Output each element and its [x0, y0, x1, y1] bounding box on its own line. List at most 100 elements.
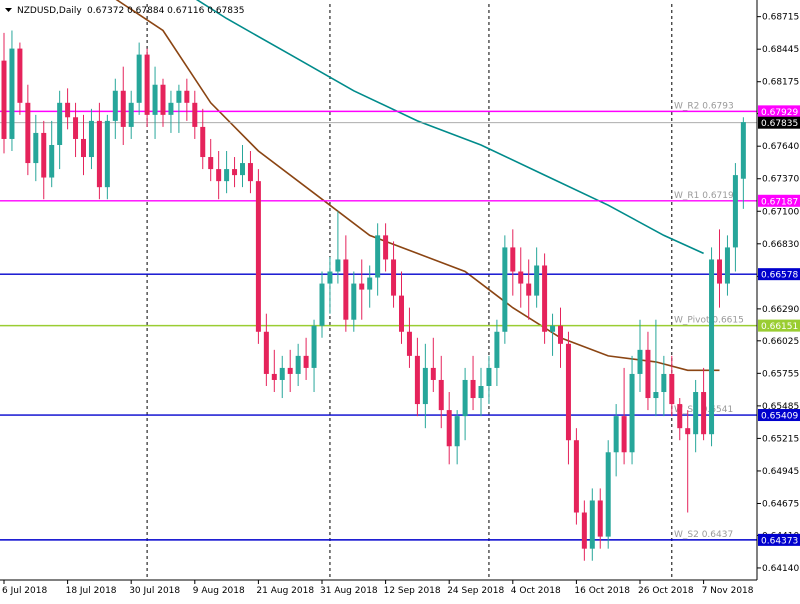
candle-body: [144, 54, 150, 115]
candle-body: [558, 325, 563, 344]
candle-body: [383, 235, 389, 260]
y-tick-label: 0.67370: [762, 175, 799, 185]
level-price-label: 0.66578: [761, 271, 798, 281]
candle-body: [200, 126, 206, 158]
candle-body: [367, 277, 373, 290]
y-tick-label: 0.68445: [762, 45, 799, 55]
candle-body: [17, 48, 23, 103]
candle-body: [9, 48, 15, 139]
current-price-tag: [758, 116, 800, 129]
x-tick-label: 18 Jul 2018: [66, 586, 117, 596]
x-tick-label: 9 Aug 2018: [193, 586, 245, 596]
candle-body: [224, 169, 230, 182]
level-price-tag: [758, 319, 800, 332]
candle-body: [677, 404, 683, 429]
candle-body: [240, 163, 245, 176]
candle-body: [542, 265, 548, 332]
x-tick-label: 4 Oct 2018: [511, 586, 561, 596]
candle-body: [96, 120, 102, 188]
candle-body: [732, 175, 738, 248]
candle-body: [701, 392, 707, 435]
candle-body: [414, 355, 420, 405]
candle-body: [65, 102, 71, 118]
candle-body: [25, 102, 31, 164]
x-tick-label: 24 Sep 2018: [447, 586, 504, 596]
candle-body: [534, 265, 540, 296]
candle-body: [287, 367, 293, 374]
dropdown-arrow-icon[interactable]: [5, 8, 12, 12]
candle-body: [724, 247, 730, 284]
moving-average-line: [195, 0, 704, 255]
candle-body: [653, 392, 659, 399]
candle-body: [49, 144, 55, 178]
candle-body: [565, 343, 571, 441]
candle-body: [621, 416, 627, 453]
candle-body: [486, 367, 492, 386]
candle-body: [597, 500, 603, 537]
candle-body: [73, 117, 79, 139]
y-tick-label: 0.65755: [762, 369, 799, 379]
candle-body: [295, 355, 301, 374]
candle-body: [303, 355, 309, 368]
x-tick-label: 16 Oct 2018: [574, 586, 630, 596]
candle-body: [589, 500, 595, 549]
candle-body: [454, 416, 460, 447]
candle-body: [518, 271, 524, 284]
candle-body: [104, 120, 110, 188]
candle-body: [319, 283, 325, 326]
candle-body: [168, 102, 174, 115]
level-price-label: 0.64373: [761, 536, 798, 546]
candle-body: [573, 440, 579, 513]
candle-body: [581, 512, 587, 549]
y-tick-label: 0.66290: [762, 305, 799, 315]
candle-body: [406, 331, 412, 356]
candle-body: [192, 102, 198, 127]
candle-body: [740, 122, 746, 179]
candle-body: [613, 416, 619, 453]
candle-body: [57, 102, 63, 145]
x-tick-label: 6 Jul 2018: [2, 586, 47, 596]
candle-body: [255, 181, 261, 332]
level-price-label: 0.67187: [761, 197, 798, 207]
candle-body: [247, 163, 253, 182]
ohlc-label: 0.67372 0.67884 0.67116 0.67835: [87, 6, 244, 16]
current-price-label: 0.67835: [761, 119, 798, 129]
candle-body: [526, 283, 532, 296]
candle-body: [152, 84, 158, 115]
candle-body: [81, 138, 86, 158]
y-tick-label: 0.64675: [762, 499, 799, 509]
pivot-level-text: W_Pivot 0.6615: [674, 316, 744, 326]
candle-body: [693, 392, 699, 435]
candle-body: [271, 373, 277, 380]
candle-body: [605, 452, 611, 537]
level-price-tag: [758, 409, 800, 422]
candle-body: [717, 259, 722, 284]
candle-body: [430, 367, 436, 380]
x-tick-label: 7 Nov 2018: [702, 586, 754, 596]
y-tick-label: 0.68175: [762, 78, 799, 88]
y-tick-label: 0.64945: [762, 467, 799, 477]
candle-body: [335, 259, 341, 272]
candle-body: [263, 331, 269, 374]
y-tick-label: 0.67640: [762, 142, 799, 152]
candle-body: [685, 428, 691, 435]
candle-body: [184, 90, 190, 103]
candle-body: [438, 379, 444, 411]
candle-body: [391, 259, 397, 296]
candle-body: [208, 157, 214, 170]
candle-body: [645, 349, 651, 399]
level-price-label: 0.65409: [761, 412, 798, 422]
candle-body: [120, 90, 126, 127]
candle-body: [1, 60, 7, 139]
chart-header: NZDUSD,Daily 0.67372 0.67884 0.67116 0.6…: [5, 6, 244, 16]
candle-body: [709, 259, 715, 435]
candle-body: [494, 331, 500, 368]
level-price-tag: [758, 533, 800, 546]
candle-body: [669, 373, 675, 405]
candles-layer: [1, 30, 746, 561]
candle-body: [327, 271, 333, 284]
candle-body: [502, 247, 508, 332]
